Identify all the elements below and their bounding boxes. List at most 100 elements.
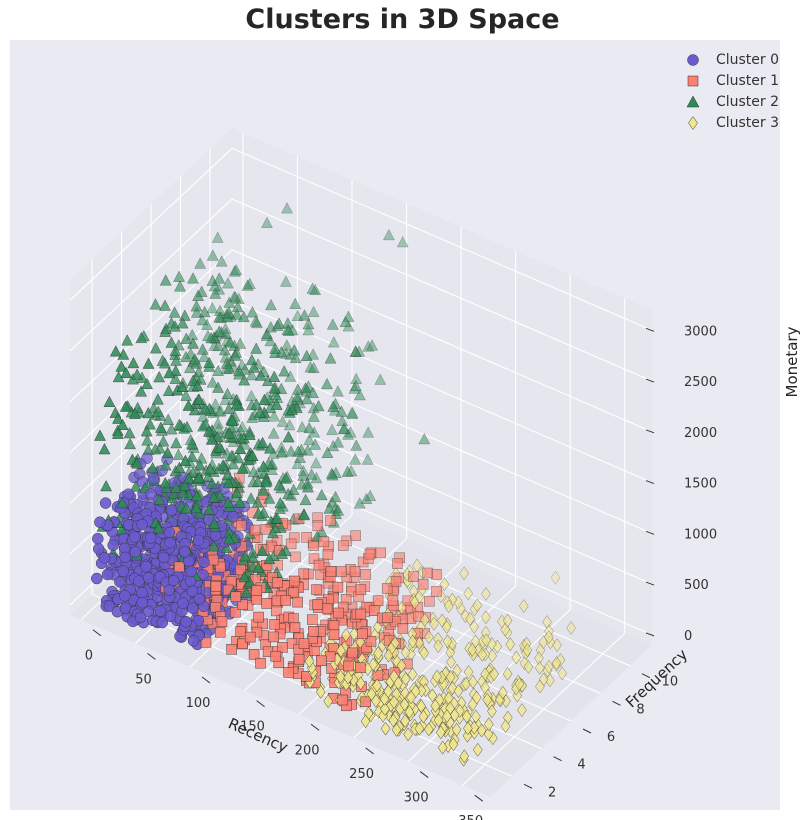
- data-point: [270, 398, 283, 410]
- data-point: [174, 280, 186, 292]
- z-tick-mark: [645, 378, 655, 383]
- data-point: [158, 357, 171, 369]
- data-point: [152, 521, 165, 534]
- legend-item-cluster-1: Cluster 1: [678, 70, 779, 91]
- data-point: [397, 623, 409, 634]
- data-point: [254, 369, 267, 381]
- data-point: [299, 381, 312, 394]
- data-point: [423, 722, 434, 737]
- data-point: [206, 301, 219, 314]
- data-point: [419, 612, 430, 627]
- data-point: [406, 690, 416, 705]
- data-point: [316, 655, 327, 667]
- x-tick-label: 0: [85, 649, 93, 664]
- data-point: [281, 202, 293, 214]
- data-point: [487, 704, 497, 719]
- data-point: [500, 719, 511, 734]
- data-point: [229, 291, 242, 303]
- data-point: [302, 317, 315, 330]
- data-point: [149, 298, 162, 310]
- data-point: [309, 438, 322, 450]
- x-tick-mark: [147, 652, 156, 660]
- z-gridline: [69, 198, 233, 352]
- y-tick-label: 8: [636, 702, 644, 717]
- data-point: [372, 670, 384, 681]
- data-point: [207, 540, 220, 552]
- data-point: [391, 722, 402, 737]
- data-point: [296, 420, 309, 433]
- data-point: [416, 699, 427, 714]
- data-point: [353, 388, 366, 401]
- data-point: [310, 456, 323, 469]
- data-point: [430, 698, 441, 713]
- data-point: [418, 432, 431, 445]
- data-point: [179, 546, 191, 558]
- data-point: [164, 536, 176, 549]
- data-point: [388, 713, 399, 728]
- data-point: [211, 231, 224, 243]
- data-point: [269, 342, 282, 354]
- data-point: [165, 504, 178, 516]
- data-point: [164, 610, 177, 622]
- data-point: [305, 468, 318, 480]
- data-point: [443, 599, 454, 614]
- data-point: [500, 622, 511, 637]
- data-point: [149, 443, 162, 455]
- data-point: [264, 321, 277, 333]
- data-point: [230, 606, 241, 618]
- data-point: [212, 339, 225, 352]
- data-point: [293, 653, 305, 665]
- data-point: [218, 343, 231, 356]
- data-point: [307, 410, 320, 422]
- data-point: [214, 489, 226, 501]
- data-point: [163, 366, 176, 379]
- data-point: [186, 437, 199, 449]
- data-point: [190, 489, 203, 502]
- data-point: [226, 644, 237, 655]
- data-point: [463, 721, 473, 736]
- data-point: [186, 585, 199, 598]
- data-point: [331, 385, 344, 397]
- data-point: [182, 399, 195, 411]
- data-point: [184, 575, 197, 587]
- data-point: [193, 459, 206, 471]
- data-point: [325, 566, 337, 577]
- data-point: [389, 669, 399, 684]
- data-point: [114, 576, 126, 588]
- z-gridline: [231, 198, 653, 382]
- data-point: [328, 629, 340, 641]
- data-point: [199, 403, 212, 415]
- data-point: [212, 417, 224, 429]
- data-point: [446, 655, 456, 670]
- data-point: [238, 549, 251, 562]
- data-point: [321, 603, 333, 614]
- data-point: [206, 249, 219, 261]
- data-point: [318, 536, 330, 548]
- data-point: [250, 342, 263, 354]
- z-tick-label: 2500: [684, 375, 717, 390]
- data-point: [162, 384, 175, 396]
- data-point: [372, 678, 382, 693]
- data-point: [463, 665, 474, 679]
- data-point: [94, 429, 106, 441]
- data-point: [208, 517, 221, 529]
- data-point: [343, 660, 354, 672]
- data-point: [477, 647, 488, 662]
- data-point: [372, 595, 384, 606]
- data-point: [550, 570, 561, 585]
- data-point: [146, 461, 159, 474]
- data-point: [437, 740, 448, 755]
- data-point: [399, 697, 410, 712]
- data-point: [280, 595, 292, 606]
- data-point: [179, 350, 192, 363]
- data-point: [374, 373, 387, 385]
- data-point: [223, 362, 236, 374]
- z-tick-mark: [645, 530, 655, 535]
- data-point: [156, 616, 169, 629]
- data-point: [404, 704, 415, 719]
- data-point: [98, 552, 111, 564]
- data-point: [313, 559, 325, 571]
- data-point: [229, 349, 242, 361]
- data-point: [198, 305, 211, 318]
- data-point: [129, 480, 142, 492]
